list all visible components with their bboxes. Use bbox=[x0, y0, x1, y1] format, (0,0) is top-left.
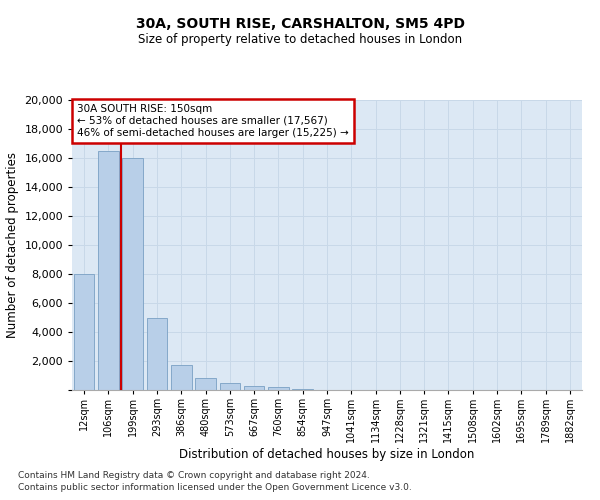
X-axis label: Distribution of detached houses by size in London: Distribution of detached houses by size … bbox=[179, 448, 475, 461]
Bar bbox=[74, 274, 94, 390]
Bar bbox=[98, 151, 119, 390]
Text: 30A, SOUTH RISE, CARSHALTON, SM5 4PD: 30A, SOUTH RISE, CARSHALTON, SM5 4PD bbox=[136, 18, 464, 32]
Text: Contains public sector information licensed under the Open Government Licence v3: Contains public sector information licen… bbox=[18, 483, 412, 492]
Text: 30A SOUTH RISE: 150sqm
← 53% of detached houses are smaller (17,567)
46% of semi: 30A SOUTH RISE: 150sqm ← 53% of detached… bbox=[77, 104, 349, 138]
Bar bbox=[195, 378, 216, 390]
Text: Contains HM Land Registry data © Crown copyright and database right 2024.: Contains HM Land Registry data © Crown c… bbox=[18, 470, 370, 480]
Bar bbox=[244, 386, 265, 390]
Y-axis label: Number of detached properties: Number of detached properties bbox=[6, 152, 19, 338]
Bar bbox=[171, 366, 191, 390]
Bar bbox=[220, 383, 240, 390]
Bar bbox=[122, 158, 143, 390]
Bar bbox=[268, 387, 289, 390]
Text: Size of property relative to detached houses in London: Size of property relative to detached ho… bbox=[138, 32, 462, 46]
Bar bbox=[146, 318, 167, 390]
